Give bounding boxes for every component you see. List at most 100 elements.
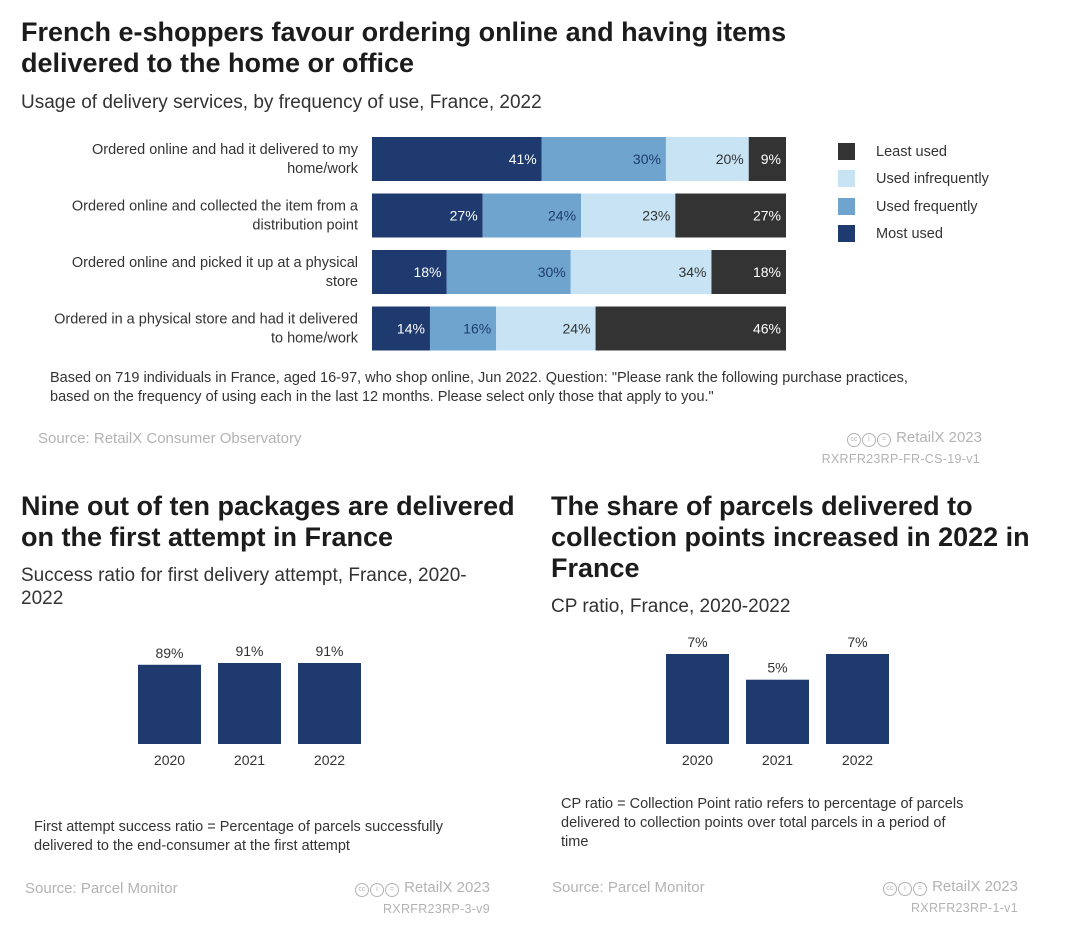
right-title-line1: The share of parcels delivered to bbox=[551, 491, 973, 521]
data-label: 27% bbox=[753, 208, 781, 224]
cc-icon: cc i = bbox=[354, 879, 400, 897]
data-label: 20% bbox=[716, 151, 744, 167]
cc-icon: cc i = bbox=[882, 878, 928, 896]
data-label: 30% bbox=[633, 151, 661, 167]
top-note-line2: based on the frequency of using each in … bbox=[50, 389, 714, 405]
top-credit: cc i = RetailX 2023 bbox=[780, 429, 982, 447]
legend-item-least-used: Least used bbox=[838, 142, 947, 162]
data-label: 9% bbox=[761, 151, 781, 167]
cc-icon: cc i = bbox=[846, 429, 892, 447]
legend-item-most-used: Most used bbox=[838, 224, 943, 244]
data-label: 23% bbox=[642, 208, 670, 224]
column-bar bbox=[826, 654, 889, 744]
category-label: distribution point bbox=[252, 218, 358, 234]
top-source: Source: RetailX Consumer Observatory bbox=[38, 430, 302, 447]
bar-segment bbox=[541, 137, 666, 181]
left-chart-note: First attempt success ratio = Percentage… bbox=[34, 818, 504, 856]
column-bar bbox=[746, 679, 809, 744]
left-source: Source: Parcel Monitor bbox=[25, 880, 178, 897]
data-label: 18% bbox=[753, 264, 781, 280]
data-label: 5% bbox=[767, 660, 787, 676]
top-code: RXRFR23RP-FR-CS-19-v1 bbox=[821, 452, 980, 466]
category-label: home/work bbox=[287, 161, 359, 177]
bar-segment bbox=[665, 137, 749, 181]
top-credit-text: RetailX 2023 bbox=[896, 429, 982, 446]
top-chart-note: Based on 719 individuals in France, aged… bbox=[50, 369, 1050, 407]
top-chart-subtitle: Usage of delivery services, by frequency… bbox=[21, 92, 542, 113]
right-title-line3: France bbox=[551, 553, 640, 583]
x-tick-label: 2021 bbox=[762, 752, 793, 768]
data-label: 91% bbox=[315, 643, 343, 659]
left-chart-subtitle: Success ratio for first delivery attempt… bbox=[21, 564, 521, 610]
data-label: 34% bbox=[678, 264, 706, 280]
category-label: Ordered online and picked it up at a phy… bbox=[72, 255, 358, 271]
left-credit: cc i = RetailX 2023 bbox=[290, 879, 490, 897]
column-bar bbox=[138, 664, 201, 744]
category-label: Ordered online and had it delivered to m… bbox=[92, 142, 359, 158]
legend-swatch-used-frequently bbox=[838, 198, 855, 215]
left-chart-title: Nine out of ten packages are delivered o… bbox=[21, 491, 521, 553]
bar-segment bbox=[748, 137, 786, 181]
bar-segment bbox=[372, 250, 447, 294]
column-bar bbox=[666, 654, 729, 744]
left-title-line2: on the first attempt in France bbox=[21, 522, 394, 552]
column-bar bbox=[218, 663, 281, 744]
left-note-line1: First attempt success ratio = Percentage… bbox=[34, 819, 443, 835]
left-title-line1: Nine out of ten packages are delivered bbox=[21, 491, 515, 521]
data-label: 46% bbox=[753, 321, 781, 337]
data-label: 14% bbox=[397, 321, 425, 337]
right-code: RXRFR23RP-1-v1 bbox=[910, 901, 1018, 915]
category-label: Ordered online and collected the item fr… bbox=[72, 199, 359, 215]
right-source: Source: Parcel Monitor bbox=[552, 879, 705, 896]
category-label: to home/work bbox=[271, 331, 359, 347]
x-tick-label: 2022 bbox=[314, 752, 345, 768]
data-label: 18% bbox=[413, 264, 441, 280]
right-note-line3: time bbox=[561, 834, 589, 850]
right-title-line2: collection points increased in 2022 in bbox=[551, 522, 1030, 552]
legend-label-most-used: Most used bbox=[876, 226, 943, 242]
bar-segment bbox=[372, 137, 542, 181]
legend-label-used-frequently: Used frequently bbox=[876, 199, 978, 215]
bar-segment bbox=[675, 193, 786, 238]
right-chart-subtitle: CP ratio, France, 2020-2022 bbox=[551, 596, 791, 617]
left-code: RXRFR23RP-3-v9 bbox=[382, 902, 490, 916]
right-credit: cc i = RetailX 2023 bbox=[818, 878, 1018, 896]
data-label: 16% bbox=[463, 321, 491, 337]
left-credit-text: RetailX 2023 bbox=[404, 879, 490, 896]
legend-label-least-used: Least used bbox=[876, 144, 947, 160]
top-chart-title: French e-shoppers favour ordering online… bbox=[21, 17, 1021, 79]
data-label: 27% bbox=[450, 208, 478, 224]
top-title-line2: delivered to the home or office bbox=[21, 48, 415, 78]
top-legend: Least used Used infrequently Used freque… bbox=[838, 142, 1038, 252]
right-chart-note: CP ratio = Collection Point ratio refers… bbox=[561, 795, 1031, 852]
bar-segment bbox=[595, 306, 786, 351]
bar-segment bbox=[446, 250, 571, 294]
legend-swatch-most-used bbox=[838, 225, 855, 242]
data-label: 41% bbox=[509, 151, 537, 167]
bar-segment bbox=[482, 193, 582, 238]
data-label: 7% bbox=[847, 634, 867, 650]
top-title-line1: French e-shoppers favour ordering online… bbox=[21, 17, 787, 47]
data-label: 91% bbox=[235, 643, 263, 659]
bar-segment bbox=[429, 306, 497, 351]
bar-segment bbox=[570, 250, 712, 294]
legend-label-used-infrequently: Used infrequently bbox=[876, 171, 989, 187]
legend-swatch-used-infrequently bbox=[838, 170, 855, 187]
bar-segment bbox=[581, 193, 676, 238]
left-subtitle-line2: 2022 bbox=[21, 588, 64, 609]
right-column-chart: 7% 2020 5% 2021 7% 2022 bbox=[666, 634, 889, 768]
legend-item-used-frequently: Used frequently bbox=[838, 197, 978, 217]
legend-item-used-infrequently: Used infrequently bbox=[838, 169, 989, 189]
data-label: 89% bbox=[155, 645, 183, 661]
right-note-line2: delivered to collection points over tota… bbox=[561, 815, 946, 831]
left-column-chart: 89% 2020 91% 2021 91% 2022 bbox=[138, 643, 361, 768]
x-tick-label: 2020 bbox=[154, 752, 185, 768]
top-note-line1: Based on 719 individuals in France, aged… bbox=[50, 370, 908, 386]
bar-segment bbox=[711, 250, 786, 294]
data-label: 24% bbox=[548, 208, 576, 224]
column-bar bbox=[298, 663, 361, 744]
x-tick-label: 2021 bbox=[234, 752, 265, 768]
data-label: 7% bbox=[687, 634, 707, 650]
right-chart-title: The share of parcels delivered to collec… bbox=[551, 491, 1051, 584]
x-tick-label: 2020 bbox=[682, 752, 713, 768]
